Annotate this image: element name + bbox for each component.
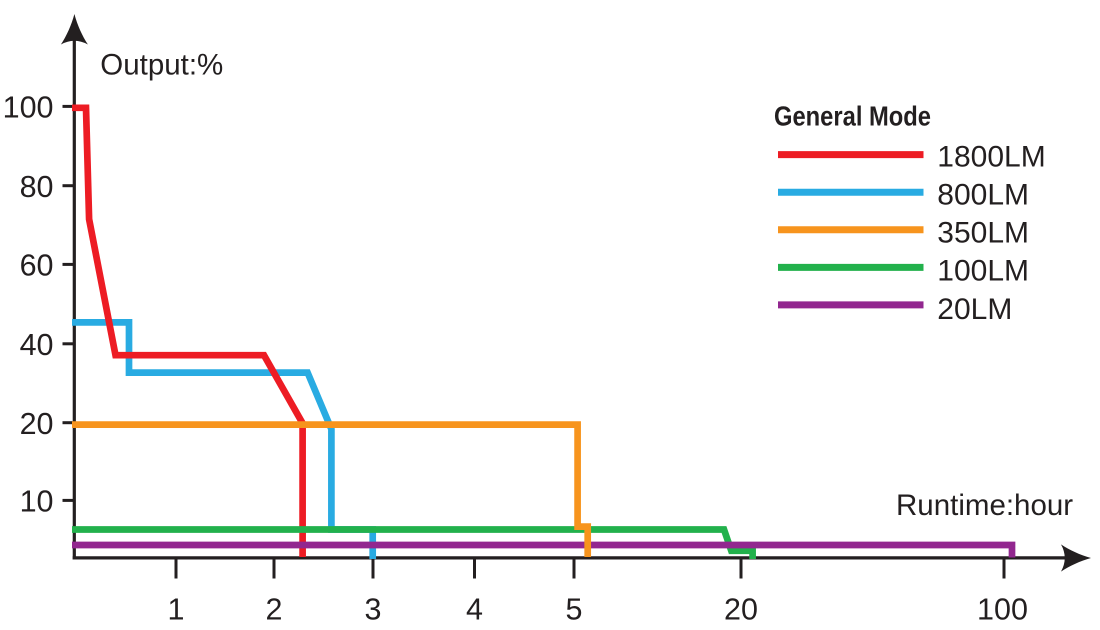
svg-text:2: 2 — [266, 592, 283, 626]
svg-text:20LM: 20LM — [937, 293, 1012, 326]
svg-text:100: 100 — [3, 91, 54, 125]
svg-text:800LM: 800LM — [937, 178, 1029, 211]
svg-text:3: 3 — [365, 592, 382, 626]
svg-text:20: 20 — [20, 407, 54, 441]
svg-text:40: 40 — [20, 328, 54, 362]
svg-text:1800LM: 1800LM — [937, 140, 1045, 173]
svg-text:350LM: 350LM — [937, 217, 1029, 250]
svg-text:Output:%: Output:% — [100, 48, 223, 81]
svg-text:20: 20 — [724, 592, 758, 626]
svg-text:100: 100 — [977, 592, 1028, 626]
svg-text:4: 4 — [466, 592, 483, 626]
svg-text:80: 80 — [20, 170, 54, 204]
svg-text:1: 1 — [168, 592, 185, 626]
svg-text:10: 10 — [20, 485, 54, 519]
svg-text:100LM: 100LM — [937, 255, 1029, 288]
svg-text:General Mode: General Mode — [774, 100, 931, 131]
svg-text:5: 5 — [566, 592, 583, 626]
svg-text:60: 60 — [20, 249, 54, 283]
svg-text:Runtime:hour: Runtime:hour — [896, 489, 1073, 522]
